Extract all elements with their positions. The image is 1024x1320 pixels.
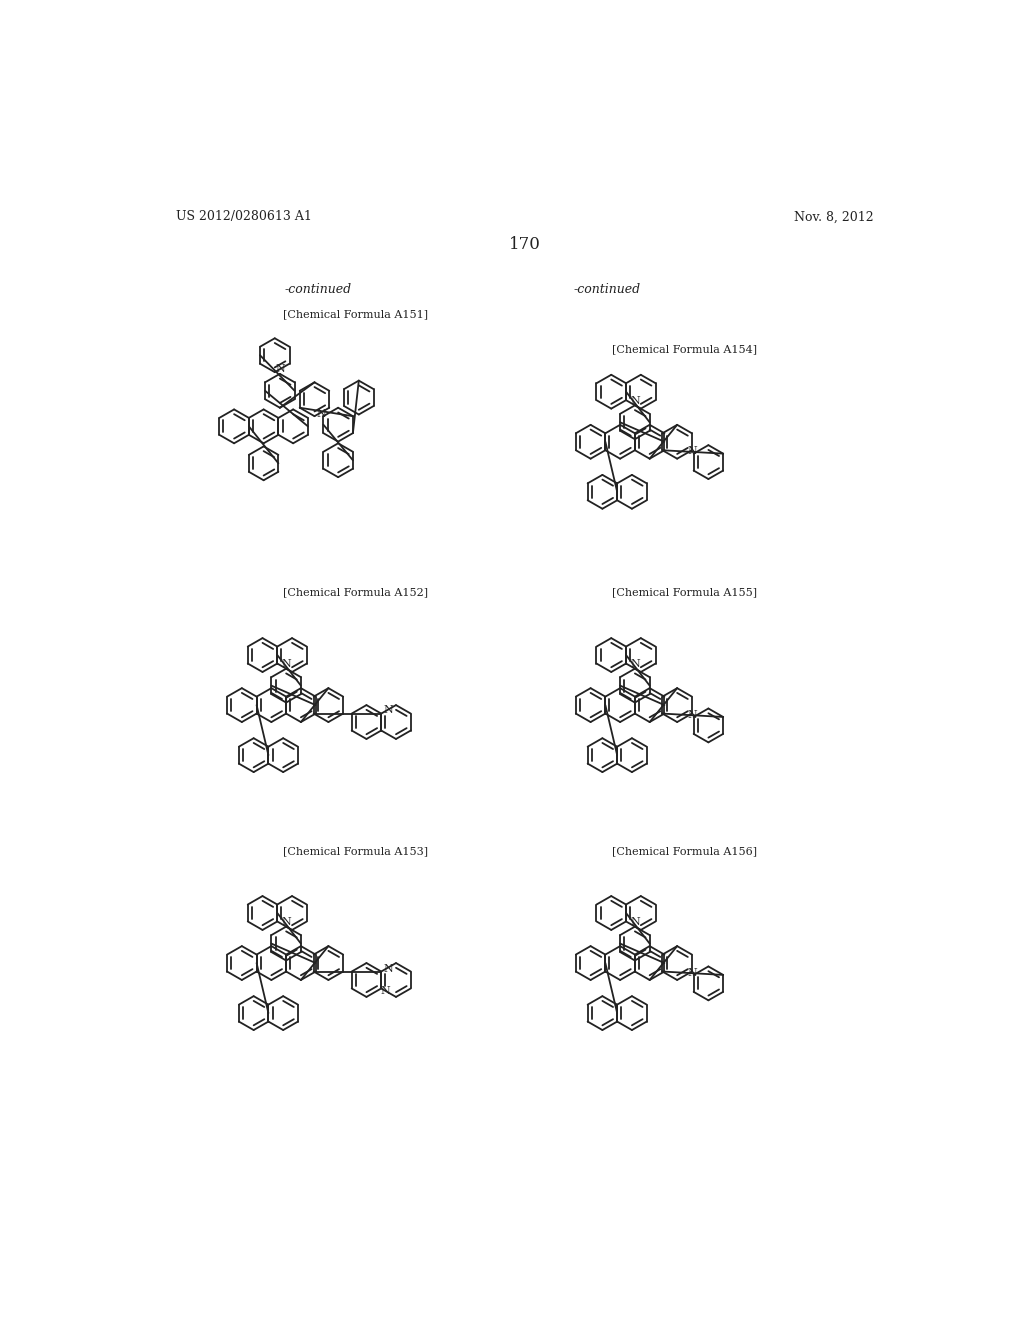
Text: N: N	[630, 659, 640, 669]
Text: -continued: -continued	[285, 282, 351, 296]
Text: N: N	[282, 917, 291, 927]
Text: N: N	[383, 964, 393, 974]
Text: N: N	[316, 409, 327, 418]
Text: N: N	[630, 917, 640, 927]
Text: [Chemical Formula A154]: [Chemical Formula A154]	[612, 345, 757, 354]
Text: N: N	[383, 705, 393, 715]
Text: US 2012/0280613 A1: US 2012/0280613 A1	[176, 210, 312, 223]
Text: N: N	[630, 396, 640, 405]
Text: N: N	[687, 710, 696, 719]
Text: [Chemical Formula A152]: [Chemical Formula A152]	[283, 587, 428, 597]
Text: N: N	[282, 659, 291, 669]
Text: 170: 170	[509, 236, 541, 253]
Text: Nov. 8, 2012: Nov. 8, 2012	[794, 210, 873, 223]
Text: -continued: -continued	[573, 282, 641, 296]
Text: [Chemical Formula A155]: [Chemical Formula A155]	[612, 587, 757, 597]
Text: N: N	[687, 446, 696, 457]
Text: N: N	[275, 364, 285, 375]
Text: [Chemical Formula A153]: [Chemical Formula A153]	[283, 846, 428, 857]
Text: [Chemical Formula A151]: [Chemical Formula A151]	[283, 309, 428, 319]
Text: N: N	[687, 968, 696, 978]
Text: [Chemical Formula A156]: [Chemical Formula A156]	[612, 846, 757, 857]
Text: N: N	[380, 986, 390, 995]
